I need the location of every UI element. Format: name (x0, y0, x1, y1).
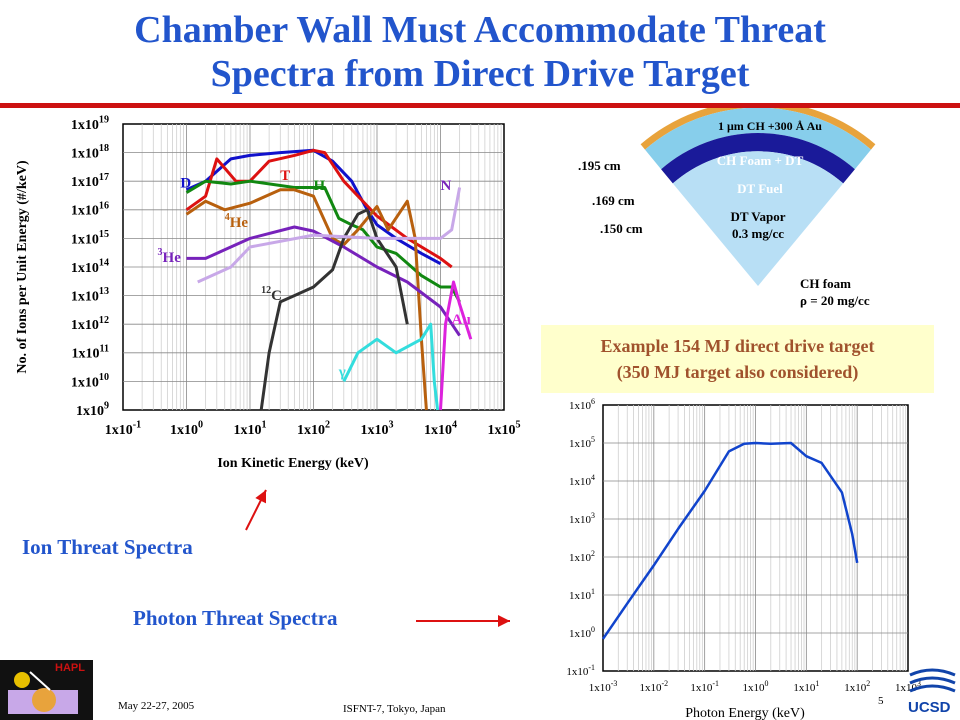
photon-chart-x-axis-label: Photon Energy (keV) (685, 706, 805, 720)
photon-chart-x-tick-label: 1x10-3 (589, 679, 618, 694)
photon-chart-x-tick-label: 1x10-1 (690, 679, 719, 694)
ion-chart-y-tick-label: 1x109 (76, 401, 109, 419)
photon-chart-x-tick-label: 1x10-2 (640, 679, 669, 694)
ion-chart-y-tick-label: 1x1014 (71, 258, 109, 276)
ucsd-logo-graphic (909, 668, 956, 693)
photon-chart-series (601, 441, 859, 640)
ion-series-label: N (441, 178, 452, 194)
photon-chart-x-tick-label: 1x100 (743, 679, 769, 694)
hapl-logo-text: HAPL (55, 662, 85, 674)
target-radius-label-inner: .150 cm (600, 221, 643, 236)
example-target-line-1: Example 154 MJ direct drive target (600, 336, 875, 356)
ion-chart-x-tick-label: 1x100 (170, 420, 203, 438)
ion-chart-y-axis-label: No. of Ions per Unit Energy (#/keV) (15, 160, 30, 374)
photon-chart-y-tick-label: 1x100 (569, 625, 595, 640)
ion-chart-y-tick-label: 1x1012 (71, 315, 109, 333)
target-cross-section-diagram: 1 μm CH +300 Å Au CH Foam + DT DT Fuel D… (578, 108, 876, 308)
target-dt-vapor-core (672, 151, 844, 286)
ion-chart-series (185, 148, 473, 411)
ion-chart-x-tick-label: 1x101 (233, 420, 266, 438)
photon-chart-y-tick-label: 1x101 (569, 587, 595, 602)
photon-chart-y-tick-label: 1x104 (569, 473, 595, 488)
ion-chart-grid (122, 123, 505, 411)
ion-series-label: Au (452, 312, 471, 328)
ion-series-label: H (314, 178, 326, 194)
photon-chart-tick-labels: 1x10-3 1x10-2 1x10-1 1x100 1x101 1x102 1x103 1x… (566, 397, 921, 694)
title-divider (0, 103, 960, 108)
ion-chart-y-tick-label: 1x1016 (71, 200, 109, 218)
target-layer-label-vapor: DT Vapor (730, 209, 785, 224)
ion-chart-y-tick-label: 1x1018 (71, 143, 109, 161)
ion-chart-x-tick-label: 1x104 (424, 420, 457, 438)
ion-chart-y-tick-label: 1x1015 (71, 229, 109, 247)
ion-chart-series-line-3He (186, 225, 461, 337)
slide-title: Chamber Wall Must Accommodate Threat Spe… (0, 8, 960, 96)
ion-threat-callout: Ion Threat Spectra (22, 535, 193, 559)
ucsd-logo-text: UCSD (908, 699, 951, 716)
ion-chart-series-line-γ (342, 322, 440, 411)
target-ch-foam-dt-layer (645, 108, 871, 170)
photon-threat-callout: Photon Threat Spectra (133, 606, 338, 630)
ion-chart-series-line-12C (259, 208, 409, 411)
example-target-line-2: (350 MJ target also considered) (616, 362, 859, 382)
ion-chart-y-tick-label: 1x1013 (71, 286, 109, 304)
ion-callout-arrow (245, 489, 267, 531)
photon-chart-x-tick-label: 1x102 (844, 679, 870, 694)
ion-chart-series-labels: D T H N Au γ 4He 3He 12C (158, 168, 471, 380)
photon-chart-y-tick-label: 1x105 (569, 435, 595, 450)
ion-chart-x-tick-label: 1x10-1 (105, 420, 141, 438)
target-radius-label-outer: .195 cm (578, 158, 621, 173)
target-dt-fuel-layer (661, 133, 855, 184)
ion-series-label: 3He (158, 247, 182, 266)
target-radius-label-middle: .169 cm (592, 193, 635, 208)
ion-series-label: T (280, 168, 290, 184)
hapl-logo: HAPL (0, 660, 93, 720)
photon-spectra-chart: 1x10-3 1x10-2 1x10-1 1x100 1x101 1x102 1x103 1x… (566, 397, 921, 720)
ion-chart-x-tick-label: 1x103 (360, 420, 393, 438)
target-core-density: ρ = 20 mg/cc (800, 293, 870, 308)
page-number: 5 (878, 695, 884, 707)
ion-chart-x-tick-label: 1x102 (297, 420, 330, 438)
ion-chart-series-line-Au (439, 280, 473, 411)
photon-chart-x-tick-label: 1x101 (793, 679, 819, 694)
target-layer-label-outer: 1 μm CH +300 Å Au (718, 119, 822, 133)
footer-date: May 22-27, 2005 (118, 700, 195, 712)
ion-series-label: 4He (225, 212, 249, 231)
ion-chart-series-line-T (185, 148, 453, 269)
ion-chart-series-line-4He (185, 188, 428, 411)
photon-chart-y-tick-label: 1x103 (569, 511, 595, 526)
hapl-logo-graphic (0, 660, 93, 720)
ion-chart-y-tick-label: 1x1010 (71, 372, 109, 390)
slide-title-line-2: Spectra from Direct Drive Target (210, 53, 750, 95)
target-layer-label-foam: CH Foam + DT (717, 153, 804, 168)
photon-chart-y-tick-label: 1x106 (569, 397, 595, 412)
example-target-note: Example 154 MJ direct drive target (350 … (541, 325, 934, 393)
ion-series-label: 12C (261, 285, 282, 304)
ion-series-label: D (180, 176, 191, 192)
footer-conference: ISFNT-7, Tokyo, Japan (343, 703, 446, 715)
photon-chart-grid (602, 404, 909, 672)
photon-chart-y-tick-label: 1x10-1 (566, 663, 595, 678)
ion-chart-y-tick-label: 1x1017 (71, 172, 109, 190)
ion-chart-series-line-N (197, 187, 462, 284)
ion-chart-x-tick-label: 1x105 (487, 420, 520, 438)
target-layer-label-fuel: DT Fuel (737, 181, 783, 196)
ion-series-label: γ (338, 364, 346, 380)
ion-chart-tick-labels: 1x10-1 1x100 1x101 1x102 1x103 1x104 1x105 1x10… (71, 115, 521, 438)
photon-chart-y-tick-label: 1x102 (569, 549, 595, 564)
target-core-label: CH foam (800, 276, 851, 291)
slide-title-line-1: Chamber Wall Must Accommodate Threat (134, 9, 826, 51)
photon-chart-series-line-0 (601, 441, 859, 640)
ion-chart-x-axis-label: Ion Kinetic Energy (keV) (217, 456, 369, 471)
ucsd-logo: UCSD (905, 665, 960, 720)
ion-chart-y-tick-label: 1x1019 (71, 115, 109, 133)
target-layer-label-vapor-density: 0.3 mg/cc (732, 226, 784, 241)
ion-chart-y-tick-label: 1x1011 (71, 343, 109, 361)
